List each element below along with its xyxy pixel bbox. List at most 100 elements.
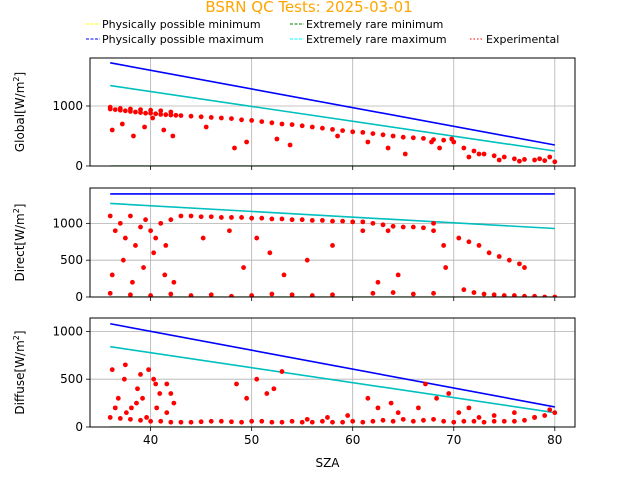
data-point: [522, 417, 527, 423]
legend-label: Extremely rare maximum: [306, 33, 447, 46]
data-point: [511, 410, 517, 416]
data-point: [319, 125, 325, 131]
data-point: [309, 124, 315, 130]
data-point: [330, 243, 335, 248]
y-tick-label: 0: [75, 420, 83, 434]
data-point: [501, 418, 507, 424]
data-point: [158, 112, 164, 117]
y-axis-label: Direct[W/m2]: [12, 204, 27, 282]
data-point: [198, 114, 204, 120]
data-point: [109, 127, 115, 133]
data-point: [421, 225, 426, 231]
data-point: [421, 136, 426, 141]
data-point: [188, 293, 194, 297]
data-point: [121, 376, 127, 382]
data-point: [340, 128, 346, 134]
data-point: [289, 122, 295, 127]
data-point: [350, 418, 356, 424]
data-point: [547, 154, 553, 160]
data-point: [112, 405, 118, 411]
data-point: [388, 400, 394, 406]
data-point: [380, 222, 386, 228]
data-point: [309, 293, 315, 297]
data-point: [208, 292, 214, 297]
x-tick-label: 50: [244, 433, 259, 447]
data-point: [203, 124, 209, 130]
data-point: [299, 217, 305, 223]
data-point: [151, 250, 157, 256]
data-point: [138, 224, 143, 230]
data-point: [198, 214, 204, 220]
data-point: [476, 151, 482, 157]
data-point: [218, 215, 224, 220]
data-point: [115, 395, 121, 401]
data-point: [451, 419, 457, 425]
data-point: [431, 416, 436, 422]
data-point: [299, 123, 305, 129]
chart-title: BSRN QC Tests: 2025-03-01: [205, 0, 412, 16]
panel-1: 0 1000 Global[W/m2]: [12, 57, 576, 173]
data-point: [429, 139, 434, 145]
y-tick-label: 500: [60, 372, 83, 386]
data-point: [120, 257, 126, 263]
data-point: [153, 111, 159, 117]
data-point: [141, 265, 146, 270]
data-point: [456, 235, 462, 241]
data-point: [319, 418, 325, 424]
data-point: [234, 381, 239, 387]
data-point: [390, 133, 396, 139]
data-point: [466, 405, 472, 411]
data-point: [107, 213, 113, 219]
x-axis-label: SZA: [315, 456, 340, 470]
axes-frame: [89, 317, 576, 428]
data-point: [522, 265, 527, 270]
data-point: [330, 419, 335, 425]
legend-item: Experimental: [470, 33, 559, 46]
data-point: [481, 151, 487, 157]
data-point: [441, 243, 447, 248]
data-point: [491, 418, 497, 424]
data-point: [431, 290, 436, 296]
data-point: [249, 293, 255, 297]
data-point: [437, 145, 443, 151]
data-point: [158, 220, 164, 226]
series-line: [110, 62, 555, 146]
data-point: [135, 386, 140, 392]
data-point: [390, 223, 396, 229]
data-point: [133, 243, 138, 248]
data-point: [481, 419, 487, 425]
legend-label: Physically possible minimum: [102, 18, 261, 31]
data-point: [360, 219, 366, 225]
data-point: [227, 228, 232, 234]
data-point: [122, 362, 128, 368]
data-point: [218, 418, 224, 424]
data-point: [511, 293, 517, 297]
data-point: [128, 416, 133, 422]
data-point: [269, 216, 275, 222]
legend-label: Extremely rare minimum: [306, 18, 443, 31]
data-point: [150, 115, 156, 121]
data-point: [140, 395, 145, 401]
data-point: [360, 228, 366, 234]
data-point: [171, 279, 177, 285]
data-point: [431, 228, 436, 234]
data-point: [229, 419, 234, 425]
data-point: [415, 405, 421, 411]
data-point: [501, 154, 507, 160]
data-point: [466, 154, 472, 160]
data-point: [443, 265, 449, 270]
data-point: [542, 413, 548, 418]
data-point: [208, 214, 214, 220]
series-line: [110, 322, 555, 408]
data-point: [107, 290, 113, 296]
data-point: [410, 291, 416, 297]
y-tick-label: 1000: [52, 216, 83, 230]
data-point: [552, 159, 558, 165]
data-point: [109, 272, 115, 278]
series-line: [110, 202, 555, 230]
data-point: [517, 261, 522, 267]
data-point: [461, 145, 467, 151]
data-point: [171, 400, 177, 406]
data-point: [385, 228, 391, 234]
data-point: [375, 405, 381, 411]
